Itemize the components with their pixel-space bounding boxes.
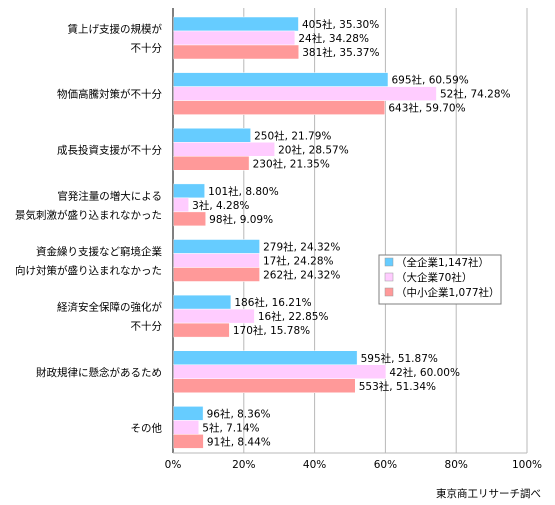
bar-value-label: 3社, 4.28%: [192, 199, 249, 212]
bar-value-label: 695社, 60.59%: [391, 74, 468, 87]
category-label: 不十分: [131, 320, 163, 333]
legend-label: （大企業70社）: [396, 271, 472, 284]
bar: [173, 350, 358, 365]
bar-value-label: 643社, 59.70%: [388, 102, 465, 115]
legend-box: [378, 254, 502, 305]
bar-value-label: 250社, 21.79%: [254, 129, 331, 142]
bar-value-label: 16社, 22.85%: [258, 310, 329, 323]
bar: [173, 156, 250, 171]
bar-value-label: 186社, 16.21%: [234, 296, 311, 309]
bar: [173, 16, 299, 32]
bar: [173, 267, 260, 282]
bar: [173, 294, 232, 310]
category-label: 資金繰り支援など窮境企業: [36, 245, 162, 258]
category-label: 官発注量の増大による: [57, 189, 162, 202]
bar-value-label: 24社, 34.28%: [298, 32, 369, 45]
bar: [173, 100, 386, 115]
bar-value-label: 5社, 7.14%: [202, 421, 259, 434]
x-tick-label: 100%: [512, 459, 542, 471]
legend-label: （中小企業1,077社）: [396, 286, 500, 299]
bar-value-label: 20社, 28.57%: [278, 143, 349, 156]
category-label: 物価高騰対策が不十分: [57, 88, 162, 101]
bar-value-label: 170社, 15.78%: [233, 324, 310, 337]
x-tick-label: 0%: [165, 459, 182, 471]
bar-value-label: 595社, 51.87%: [361, 352, 438, 365]
bar: [173, 253, 260, 268]
bar: [173, 322, 230, 338]
category-label: 財政規律に懸念があるため: [36, 366, 162, 379]
bar: [173, 378, 356, 393]
bar-value-label: 101社, 8.80%: [208, 185, 279, 198]
category-label: その他: [131, 421, 163, 434]
legend-swatch: [384, 287, 394, 297]
bar: [173, 434, 204, 449]
legend-swatch: [384, 272, 394, 282]
legend-label: （全企業1,147社）: [396, 256, 489, 269]
category-label: 経済安全保障の強化が: [57, 301, 162, 314]
x-tick-label: 60%: [374, 459, 397, 471]
bar-value-label: 91社, 8.44%: [207, 435, 271, 448]
category-label: 不十分: [131, 42, 163, 55]
category-label: 成長投資支援が不十分: [57, 143, 162, 156]
bar: [173, 44, 299, 60]
bar: [173, 86, 437, 101]
bar: [173, 142, 275, 157]
bar-value-label: 52社, 74.28%: [440, 88, 511, 101]
x-tick-label: 80%: [445, 459, 468, 471]
x-tick-label: 40%: [303, 459, 326, 471]
x-tick-labels: 0% 20% 40% 60% 80% 100%: [165, 459, 542, 471]
bar: [173, 197, 189, 213]
bar: [173, 239, 260, 254]
bar-value-label: 553社, 51.34%: [359, 380, 436, 393]
bar-value-label: 17社, 24.28%: [263, 255, 334, 268]
source-note: 東京商工リサーチ調べ: [436, 487, 541, 500]
bar-value-label: 262社, 24.32%: [263, 269, 340, 282]
bar: [173, 30, 296, 46]
category-label: 向け対策が盛り込まれなかった: [15, 264, 162, 277]
bar-value-label: 381社, 35.37%: [302, 46, 379, 59]
x-tick-label: 20%: [232, 459, 255, 471]
bar-value-label: 230社, 21.35%: [253, 157, 330, 170]
legend: （全企業1,147社） （大企業70社） （中小企業1,077社）: [378, 254, 502, 305]
bar: [173, 183, 205, 199]
bar-value-label: 405社, 35.30%: [302, 18, 379, 31]
bar-labels: 405社, 35.30%24社, 34.28%381社, 35.37% 695社,…: [192, 18, 510, 448]
bar: [173, 308, 255, 324]
bar: [173, 406, 204, 421]
bar-value-label: 42社, 60.00%: [389, 366, 460, 379]
bar: [173, 211, 206, 227]
category-labels: 賃上げ支援の規模が不十分物価高騰対策が不十分成長投資支援が不十分官発注量の増大に…: [15, 23, 162, 435]
category-label: 賃上げ支援の規模が: [68, 23, 163, 36]
bar-value-label: 279社, 24.32%: [263, 241, 340, 254]
bar: [173, 420, 200, 435]
legend-swatch: [384, 257, 394, 267]
bar: [173, 72, 389, 87]
category-label: 景気刺激が盛り込まれなかった: [15, 208, 162, 221]
bar-value-label: 98社, 9.09%: [209, 213, 273, 226]
bars: [173, 16, 437, 449]
bar-value-label: 96社, 8.36%: [207, 407, 271, 420]
bar: [173, 364, 387, 379]
bar: [173, 128, 251, 143]
